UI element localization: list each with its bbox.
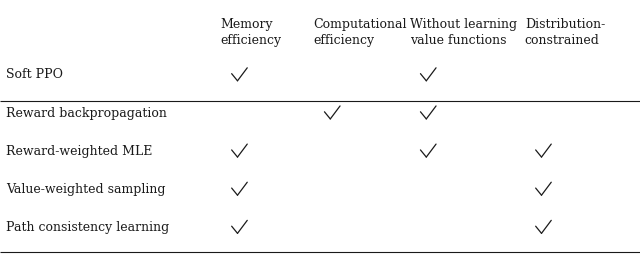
Text: Memory
efficiency: Memory efficiency bbox=[221, 18, 282, 47]
Text: Soft PPO: Soft PPO bbox=[6, 68, 63, 82]
Text: Computational
efficiency: Computational efficiency bbox=[314, 18, 407, 47]
Text: Distribution-
constrained: Distribution- constrained bbox=[525, 18, 605, 47]
Text: Without learning
value functions: Without learning value functions bbox=[410, 18, 516, 47]
Text: Reward-weighted MLE: Reward-weighted MLE bbox=[6, 145, 153, 158]
Text: Path consistency learning: Path consistency learning bbox=[6, 221, 170, 234]
Text: Value-weighted sampling: Value-weighted sampling bbox=[6, 183, 166, 196]
Text: Reward backpropagation: Reward backpropagation bbox=[6, 107, 167, 120]
